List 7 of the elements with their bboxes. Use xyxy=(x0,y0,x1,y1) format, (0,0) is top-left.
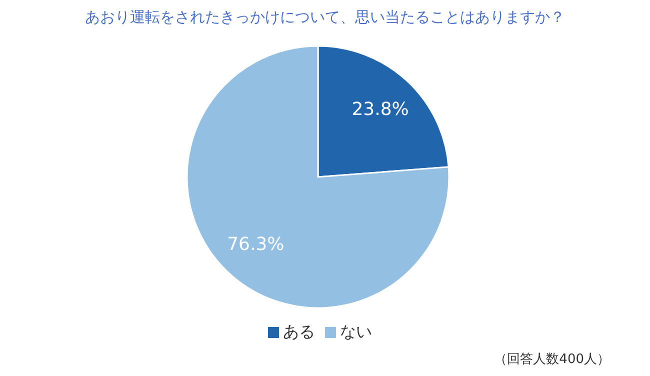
legend-label: ない xyxy=(340,322,372,341)
data-label: 23.8% xyxy=(352,99,409,120)
pie-slice xyxy=(186,45,450,309)
chart-title: あおり運転をされたきっかけについて、思い当たることはありますか？ xyxy=(84,8,566,27)
legend-label: ある xyxy=(283,322,315,341)
text: （回答人数400人） xyxy=(494,351,610,368)
data-label: 76.3% xyxy=(227,234,284,255)
